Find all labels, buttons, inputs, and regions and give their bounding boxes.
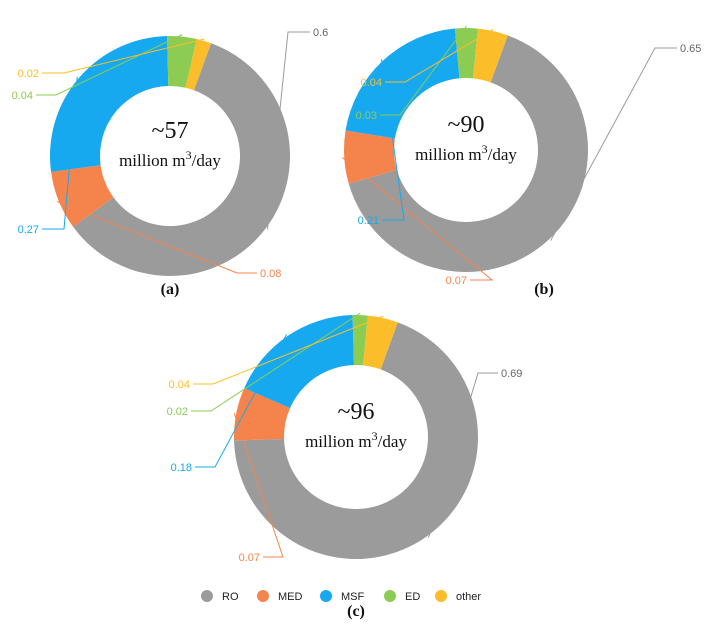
data-label-med: 0.07: [446, 275, 467, 287]
legend-item-ro: RO: [201, 590, 239, 603]
slice-med: [233, 388, 291, 441]
slice-ed: [167, 35, 197, 88]
leader-line-med: [56, 201, 257, 274]
leader-line-ro: [550, 47, 677, 241]
slice-msf: [244, 315, 354, 409]
leader-line-med: [341, 156, 494, 281]
data-label-msf: 0.18: [171, 462, 192, 474]
slice-med: [344, 130, 397, 184]
legend-swatch: [320, 590, 332, 602]
leader-line-msf: [380, 59, 405, 221]
center-unit: million m3/day: [305, 429, 407, 451]
slice-ro: [73, 43, 290, 276]
panel-label: (c): [347, 603, 365, 620]
legend-label: RO: [222, 591, 239, 603]
legend-swatch: [384, 590, 396, 602]
legend-item-med: MED: [257, 590, 303, 603]
legend-label: other: [456, 591, 481, 603]
slice-med: [51, 165, 114, 227]
donut-chart-a: 0.6 0.08 0.27 0.04 0.02 ~57 million m3/day: [12, 27, 329, 280]
leader-line-ed: [380, 25, 467, 116]
data-label-med: 0.08: [260, 268, 281, 280]
slice-msf: [49, 36, 169, 172]
legend-item-other: other: [435, 590, 481, 603]
slice-other: [185, 39, 212, 91]
leader-line-other: [42, 38, 205, 74]
slice-other: [363, 315, 398, 370]
donut-chart-b: 0.65 0.07 0.21 0.03 0.04 ~90 million m3/day: [341, 25, 701, 287]
center-unit: million m3/day: [415, 142, 517, 164]
data-label-other: 0.04: [361, 77, 382, 89]
slice-ro: [234, 322, 478, 559]
legend: RO MED MSF ED other: [201, 590, 481, 603]
center-value: ~96: [338, 399, 375, 425]
legend-item-ed: ED: [384, 590, 420, 603]
slice-ro: [348, 35, 589, 273]
panel-label: (a): [161, 281, 180, 298]
leader-line-ed: [191, 312, 361, 412]
slice-msf: [345, 28, 460, 139]
legend-label: MED: [278, 591, 303, 603]
slice-other: [473, 28, 508, 83]
slice-ed: [352, 315, 368, 366]
legend-item-msf: MSF: [320, 590, 365, 603]
leader-line-ro: [267, 31, 310, 230]
donut-chart-c: 0.69 0.07 0.18 0.02 0.04 ~96 million m3/day: [167, 312, 522, 564]
panel-label: (b): [534, 281, 554, 298]
data-label-msf: 0.21: [358, 215, 379, 227]
data-label-ro: 0.65: [680, 43, 701, 55]
leader-line-msf: [195, 333, 288, 468]
leader-line-other: [385, 28, 494, 83]
legend-label: MSF: [341, 591, 365, 603]
data-label-msf: 0.27: [18, 224, 39, 236]
legend-swatch: [435, 590, 447, 602]
legend-swatch: [257, 590, 269, 602]
data-label-med: 0.07: [239, 552, 260, 564]
data-label-other: 0.02: [18, 68, 39, 80]
data-label-ro: 0.69: [501, 368, 522, 380]
slice-ed: [454, 27, 478, 79]
leader-line-ro: [428, 372, 498, 538]
data-label-ro: 0.6: [313, 27, 328, 39]
data-label-ed: 0.02: [167, 406, 188, 418]
data-label-ed: 0.04: [12, 90, 33, 102]
leader-line-msf: [42, 76, 78, 230]
center-value: ~57: [152, 118, 189, 144]
center-unit: million m3/day: [119, 148, 221, 170]
center-value: ~90: [448, 112, 485, 138]
data-label-other: 0.04: [169, 379, 190, 391]
leader-line-other: [193, 315, 384, 385]
legend-swatch: [201, 590, 213, 602]
data-label-ed: 0.03: [356, 110, 377, 122]
leader-line-med: [233, 413, 284, 558]
legend-label: ED: [405, 591, 420, 603]
